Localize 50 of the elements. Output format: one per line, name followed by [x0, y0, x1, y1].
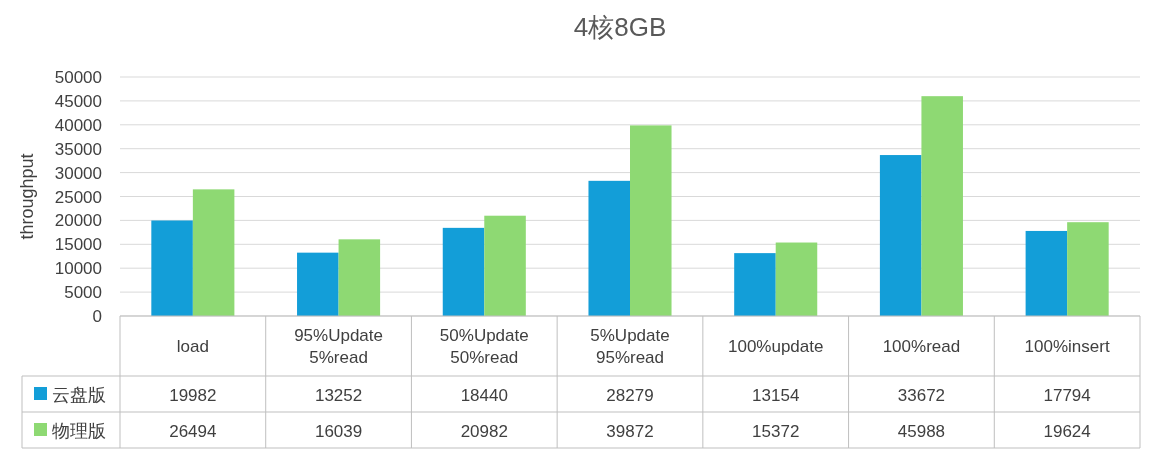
data-label: 13252	[314, 386, 363, 405]
data-label: 33672	[897, 386, 946, 405]
data-label: 28279	[606, 386, 654, 405]
y-tick-label: 50000	[54, 68, 102, 87]
data-label: 39872	[606, 422, 654, 441]
x-tick-label: 100%update	[727, 337, 824, 356]
bar	[734, 253, 776, 316]
data-label: 19624	[1043, 422, 1091, 441]
y-tick-label: 25000	[54, 187, 102, 207]
y-tick-label: 35000	[54, 139, 102, 159]
x-tick-label: 95%Update 5%read	[294, 326, 383, 367]
y-tick-label: 30000	[54, 163, 102, 183]
bar	[484, 215, 526, 316]
data-label: 45988	[897, 422, 946, 441]
x-tick-label: 50%Update 50%read	[439, 326, 529, 367]
legend-label: 物理版	[52, 421, 106, 441]
bar	[297, 252, 339, 316]
y-axis-title: throughput	[17, 153, 37, 240]
bar	[1025, 230, 1068, 316]
data-label: 26494	[169, 422, 217, 441]
data-label: 15372	[752, 422, 800, 441]
data-label: 16039	[314, 422, 363, 441]
x-tick-label: 100%read	[882, 337, 961, 356]
bar	[879, 155, 922, 316]
chart-title: 4核8GB	[573, 12, 667, 42]
y-tick-label: 45000	[54, 91, 102, 111]
data-label: 19982	[169, 386, 217, 405]
y-tick-label: 40000	[54, 115, 102, 135]
bar	[338, 239, 381, 316]
bar	[921, 96, 963, 316]
data-label: 20982	[460, 422, 508, 441]
data-label: 17794	[1043, 386, 1091, 405]
data-label: 13154	[752, 386, 800, 405]
y-tick-label: 0	[92, 307, 102, 326]
bar	[151, 220, 193, 316]
y-tick-label: 10000	[54, 259, 102, 279]
legend-label: 云盘版	[52, 385, 106, 405]
bar	[630, 125, 672, 316]
y-tick-label: 15000	[54, 235, 102, 255]
x-tick-label: load	[176, 337, 209, 356]
bar	[1067, 222, 1109, 316]
y-tick-label: 5000	[64, 283, 102, 303]
y-tick-label: 20000	[54, 211, 102, 231]
x-tick-label: 100%insert	[1024, 337, 1110, 356]
x-tick-label: 5%Update 95%read	[590, 326, 670, 367]
bar	[192, 189, 235, 316]
data-label: 18440	[460, 386, 508, 405]
bar	[775, 242, 818, 316]
bar	[442, 227, 485, 316]
bar	[588, 180, 630, 316]
